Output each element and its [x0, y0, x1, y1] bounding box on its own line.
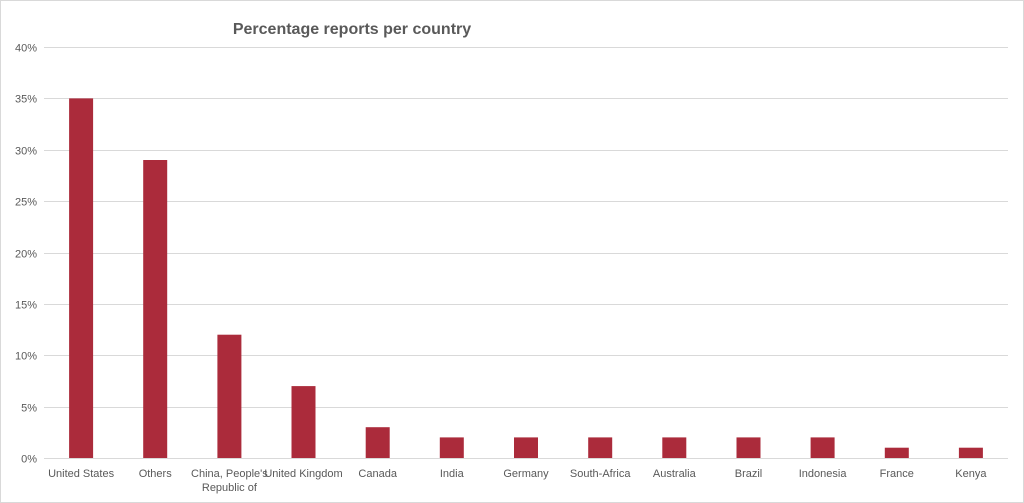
chart-title: Percentage reports per country — [233, 21, 471, 38]
bar — [588, 437, 613, 458]
category-label: Indonesia — [799, 468, 848, 480]
category-label: United States — [48, 468, 115, 480]
bar — [143, 160, 168, 458]
bar — [365, 427, 390, 458]
category-label: United Kingdom — [264, 468, 342, 480]
y-tick-label: 5% — [21, 403, 37, 415]
bar — [662, 437, 687, 458]
y-tick-label: 35% — [15, 94, 37, 106]
bar — [884, 447, 909, 458]
bars — [69, 98, 983, 459]
y-tick-label: 10% — [15, 351, 37, 363]
category-label: France — [880, 468, 914, 480]
bar — [736, 437, 761, 458]
bar — [514, 437, 538, 458]
category-label: Canada — [358, 468, 397, 480]
y-axis-tick-labels: 0% 5% 10% 15% 20% 25% 30% 35% 40% — [15, 43, 37, 466]
category-label: Others — [139, 468, 173, 480]
y-tick-label: 25% — [15, 197, 37, 209]
category-label: China, People's Republic of — [191, 468, 268, 494]
category-label: Brazil — [735, 468, 763, 480]
bar — [810, 437, 835, 458]
category-label: South-Africa — [570, 468, 631, 480]
y-tick-label: 20% — [15, 249, 37, 261]
bar — [958, 447, 983, 458]
x-axis-category-labels: United States Others China, People's Republ… — [48, 468, 987, 494]
category-label: India — [440, 468, 465, 480]
category-label: Kenya — [955, 468, 987, 480]
bar — [439, 437, 464, 458]
category-label: Australia — [653, 468, 697, 480]
bar — [69, 98, 94, 459]
bar — [291, 386, 316, 458]
y-tick-label: 15% — [15, 300, 37, 312]
y-tick-label: 30% — [15, 146, 37, 158]
bar — [217, 334, 242, 458]
category-label: Germany — [503, 468, 549, 480]
y-tick-label: 40% — [15, 43, 37, 55]
gridlines — [44, 47, 1008, 459]
y-tick-label: 0% — [21, 454, 37, 466]
